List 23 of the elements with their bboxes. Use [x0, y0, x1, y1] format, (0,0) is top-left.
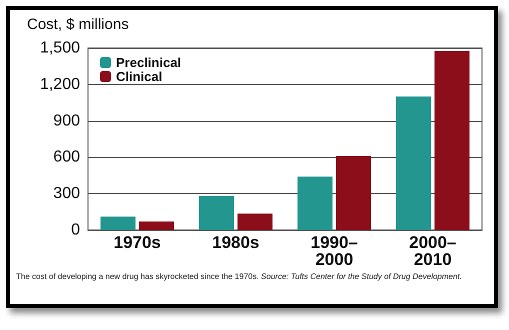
- source-note: Source: Tufts Center for the Study of Drug Development.: [261, 272, 462, 281]
- bar: [238, 214, 272, 230]
- bar: [139, 222, 174, 230]
- bar: [434, 51, 470, 230]
- bar: [298, 176, 332, 230]
- legend-label: Preclinical: [116, 55, 182, 70]
- bar: [396, 96, 431, 230]
- y-tick-label: 1,500: [40, 40, 80, 56]
- y-tick-label: 0: [71, 222, 80, 238]
- x-tick-label: 1970s: [114, 233, 161, 252]
- x-tick-label: 1980s: [212, 233, 260, 252]
- x-tick-label: 2000–2010: [409, 233, 456, 269]
- bar: [336, 156, 371, 230]
- bar: [100, 216, 136, 230]
- legend-label: Clinical: [116, 69, 162, 84]
- x-tick-label: 1990–2000: [310, 233, 358, 269]
- y-axis-title: Cost, $ millions: [27, 16, 129, 33]
- text: The cost of developing a new drug has skyrocketed since the 1970s.: [16, 272, 260, 281]
- y-tick-label: 900: [53, 112, 80, 130]
- y-tick-label: 600: [53, 148, 80, 166]
- bar: [199, 196, 234, 230]
- y-tick-label: 300: [53, 185, 80, 202]
- y-tick-label: 1,200: [40, 76, 80, 93]
